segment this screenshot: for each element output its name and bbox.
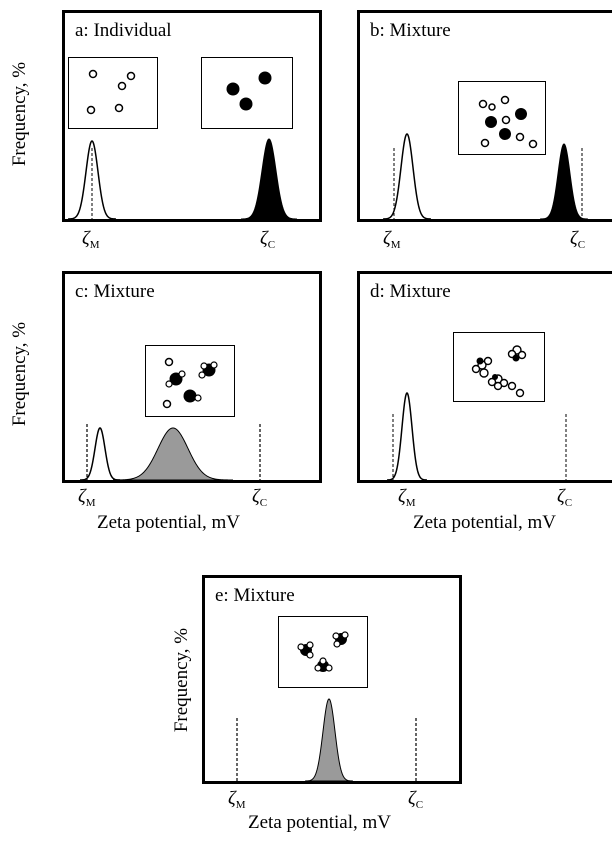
peak-coated-particles <box>113 427 233 481</box>
panel-e-title: e: Mixture <box>215 585 295 606</box>
panel-a-inset-large-particles <box>201 57 293 129</box>
panel-a-zeta-c: ζC <box>260 228 276 251</box>
panel-e-ylabel: Frequency, % <box>171 627 192 733</box>
aggregated-particles-drawing <box>471 345 527 398</box>
panel-d-inset-particles <box>453 332 545 402</box>
panel-d-zeta-c: ζC <box>557 486 573 509</box>
panel-d-plot <box>386 392 567 481</box>
panel-a: a: Individual <box>62 10 322 222</box>
fully-coated-particles-drawing <box>297 631 349 672</box>
panel-b-plot <box>382 133 588 220</box>
panel-e-plot <box>236 698 417 782</box>
mixture-particles-drawing <box>478 95 538 149</box>
panel-d: d: Mixture <box>357 271 612 483</box>
panel-a-title: a: Individual <box>75 20 172 41</box>
panel-a-plot <box>67 138 298 220</box>
panel-c-inset-particles <box>145 345 235 417</box>
panel-c-xlabel: Zeta potential, mV <box>97 512 240 533</box>
panel-d-xlabel: Zeta potential, mV <box>413 512 556 533</box>
panel-b-zeta-c: ζC <box>570 228 586 251</box>
panel-c-zeta-m: ζM <box>78 486 96 509</box>
panel-d-zeta-m: ζM <box>398 486 416 509</box>
coated-particles-drawing <box>162 357 218 409</box>
panel-e-zeta-c: ζC <box>408 788 424 811</box>
panel-a-ylabel: Frequency, % <box>9 61 30 167</box>
panel-e-inset-particles <box>278 616 368 688</box>
peak-large-particles <box>540 143 588 220</box>
panel-c: c: Mixture <box>62 271 322 483</box>
large-particles-drawing <box>226 71 272 111</box>
peak-small-particles <box>79 427 121 481</box>
small-particles-drawing <box>86 69 136 115</box>
panel-e-xlabel: Zeta potential, mV <box>248 812 391 833</box>
peak-large-particles <box>240 138 298 220</box>
peak-aggregates <box>386 392 428 481</box>
panel-b-inset-particles <box>458 81 546 155</box>
panel-e: e: Mixture <box>202 575 462 784</box>
panel-b-title: b: Mixture <box>370 20 451 41</box>
peak-coated-particles <box>304 698 354 782</box>
panel-c-plot <box>79 424 261 481</box>
panel-a-inset-small-particles <box>68 57 158 129</box>
peak-small-particles <box>67 140 117 220</box>
panel-e-zeta-m: ζM <box>228 788 246 811</box>
peak-small-particles <box>382 133 432 220</box>
panel-a-zeta-m: ζM <box>82 228 100 251</box>
panel-c-ylabel: Frequency, % <box>9 321 30 427</box>
panel-c-title: c: Mixture <box>75 281 155 302</box>
panel-d-title: d: Mixture <box>370 281 451 302</box>
panel-b-zeta-m: ζM <box>383 228 401 251</box>
panel-c-zeta-c: ζC <box>252 486 268 509</box>
panel-b: b: Mixture <box>357 10 612 222</box>
